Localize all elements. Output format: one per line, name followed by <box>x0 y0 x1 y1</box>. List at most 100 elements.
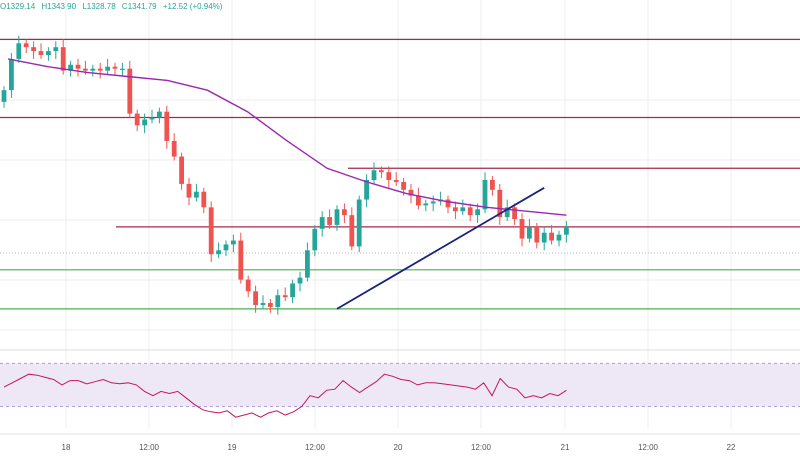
candle-4 <box>31 41 36 59</box>
candle-body-37 <box>275 295 281 307</box>
candle-body-72 <box>534 226 540 243</box>
candle-body-53 <box>393 180 399 182</box>
x-tick-label-1: 12:00 <box>139 443 160 452</box>
candle-body-15 <box>112 66 118 69</box>
candle-body-66 <box>490 180 495 190</box>
candle-body-32 <box>238 240 244 280</box>
candle-body-28 <box>208 207 214 255</box>
candle-body-60 <box>445 199 451 208</box>
candle-body-64 <box>475 209 480 216</box>
candle-6 <box>46 47 51 61</box>
candle-38 <box>282 287 288 302</box>
candle-body-19 <box>142 119 147 126</box>
candle-50 <box>371 162 377 184</box>
candle-28 <box>208 201 214 263</box>
candle-67 <box>497 183 503 225</box>
candle-body-61 <box>453 207 458 212</box>
candle-body-3 <box>23 43 29 48</box>
candle-9 <box>68 60 73 77</box>
candle-29 <box>216 242 221 259</box>
candle-5 <box>38 43 44 59</box>
candle-body-65 <box>482 180 488 210</box>
candle-body-12 <box>90 68 96 71</box>
candle-76 <box>564 221 569 243</box>
x-tick-label-2: 19 <box>228 443 237 452</box>
candle-body-23 <box>171 140 177 157</box>
candle-1 <box>9 53 14 98</box>
candle-37 <box>275 289 281 315</box>
candle-body-42 <box>312 228 318 251</box>
candle-20 <box>149 109 155 124</box>
candle-33 <box>245 275 251 298</box>
candle-body-71 <box>527 226 532 239</box>
candle-body-33 <box>245 279 251 292</box>
ohlc-low: L1328.78 <box>82 2 116 11</box>
candle-body-2 <box>16 43 22 59</box>
candle-14 <box>105 58 110 75</box>
candle-body-58 <box>430 201 436 204</box>
candle-body-35 <box>260 303 266 305</box>
candle-53 <box>393 172 399 186</box>
candle-body-76 <box>564 226 569 235</box>
candle-body-47 <box>349 215 355 247</box>
candle-16 <box>120 62 125 77</box>
candles <box>1 35 569 315</box>
oscillator-line <box>3 373 567 418</box>
candle-3 <box>23 39 29 54</box>
candle-42 <box>312 224 318 257</box>
candle-44 <box>327 209 332 229</box>
x-tick-label-7: 12:00 <box>638 443 659 452</box>
candle-body-4 <box>31 47 36 52</box>
candle-23 <box>171 133 177 161</box>
candle-body-40 <box>297 277 303 284</box>
grid <box>0 0 800 428</box>
candle-46 <box>342 203 347 223</box>
candle-body-31 <box>231 240 236 245</box>
candle-body-5 <box>38 51 44 56</box>
candle-body-16 <box>120 68 125 70</box>
candle-12 <box>90 64 96 77</box>
candle-7 <box>53 41 59 59</box>
candle-62 <box>460 199 466 216</box>
candle-36 <box>268 299 273 313</box>
x-tick-label-5: 12:00 <box>471 443 492 452</box>
candle-body-49 <box>364 180 369 200</box>
candle-body-56 <box>416 195 421 206</box>
candle-47 <box>349 207 355 251</box>
candle-body-27 <box>201 191 207 208</box>
candle-body-0 <box>1 90 7 102</box>
candle-body-14 <box>105 66 110 71</box>
candle-75 <box>556 230 562 247</box>
x-tick-label-6: 21 <box>561 443 570 452</box>
candle-69 <box>512 203 517 225</box>
candle-27 <box>201 187 207 214</box>
candle-body-67 <box>497 189 503 218</box>
candle-body-7 <box>53 47 59 52</box>
candle-body-30 <box>223 244 229 251</box>
candle-24 <box>179 152 184 190</box>
candle-17 <box>127 60 133 118</box>
candle-body-29 <box>216 250 221 255</box>
candle-body-54 <box>401 181 406 190</box>
candle-body-11 <box>83 68 88 71</box>
candle-45 <box>334 205 340 231</box>
candle-body-63 <box>467 207 473 216</box>
candle-body-36 <box>268 303 273 307</box>
candle-63 <box>467 203 473 222</box>
rsi-panel <box>0 349 800 418</box>
x-axis: 18 12:00 19 12:00 20 12:00 21 12:00 22 <box>0 433 800 452</box>
candle-body-43 <box>319 217 325 229</box>
candle-body-41 <box>305 250 310 278</box>
ohlc-high: H1343.90 <box>41 2 77 11</box>
moving-average-line <box>7 58 567 216</box>
candle-body-44 <box>327 217 332 225</box>
candle-body-13 <box>97 68 103 71</box>
candle-41 <box>305 242 310 282</box>
candle-21 <box>157 107 162 124</box>
candle-body-10 <box>75 64 81 69</box>
candle-48 <box>356 195 362 253</box>
ohlc-change: +12.52 (+0.94%) <box>162 2 223 11</box>
candle-35 <box>260 295 266 309</box>
candle-body-18 <box>134 113 140 126</box>
